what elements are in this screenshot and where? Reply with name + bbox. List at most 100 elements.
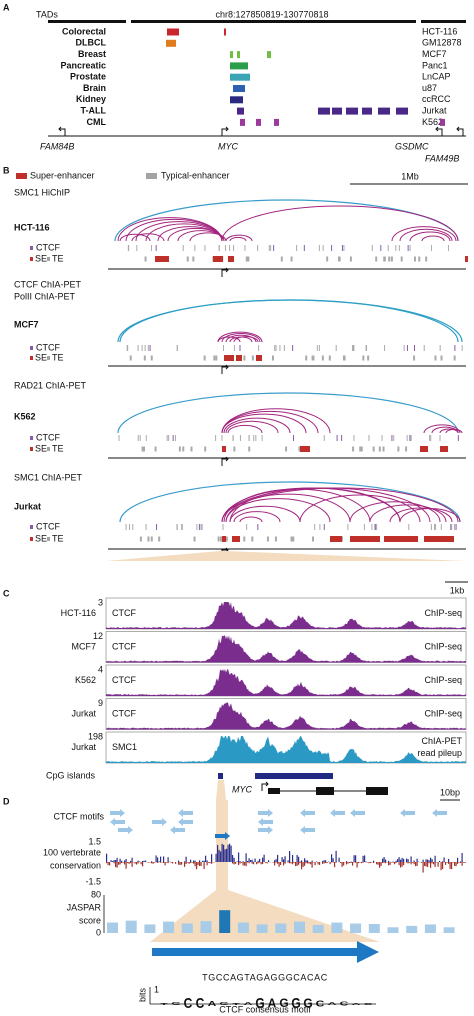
conservation-bar xyxy=(394,862,396,865)
conservation-bar xyxy=(425,862,427,867)
conservation-bar xyxy=(223,844,225,862)
conservation-bar xyxy=(406,858,408,862)
conservation-bar xyxy=(443,857,445,862)
jaspar-label: score xyxy=(79,915,101,925)
typical-enhancer xyxy=(266,536,269,542)
sequence: TGCCAGTAGAGGGCACAC xyxy=(202,972,328,982)
conservation-bar xyxy=(131,862,133,867)
conservation-bar xyxy=(200,862,202,867)
conservation-bar xyxy=(251,859,253,862)
conservation-bar xyxy=(395,862,397,864)
conservation-bar xyxy=(167,857,169,862)
typical-enhancer xyxy=(342,355,345,361)
conservation-bar xyxy=(446,862,448,863)
logo-letter: A xyxy=(328,1001,337,1006)
typical-enhancer xyxy=(434,355,437,361)
conservation-bar xyxy=(311,860,313,862)
tissue-label: Kidney xyxy=(76,94,106,104)
logo-letter: T xyxy=(160,1002,168,1005)
motif-arrow-large xyxy=(152,941,379,963)
super-enhancer xyxy=(224,355,234,361)
conservation-bar xyxy=(239,862,241,864)
conservation-bar xyxy=(434,855,436,862)
conservation-bar xyxy=(130,862,132,864)
zoom-region xyxy=(106,551,466,561)
conservation-bar xyxy=(331,854,333,862)
conservation-bar xyxy=(122,862,124,863)
conservation-bar xyxy=(346,862,348,865)
conservation-bar xyxy=(166,862,168,863)
factor-label: CTCF xyxy=(112,708,136,718)
conservation-bar xyxy=(217,844,219,862)
conservation-bar xyxy=(424,862,426,867)
conservation-bar xyxy=(383,862,385,863)
typical-enhancer xyxy=(154,446,157,452)
conservation-bar xyxy=(322,862,324,864)
conservation-bar xyxy=(314,862,316,866)
conservation-bar xyxy=(308,862,310,864)
conservation-bar xyxy=(340,862,342,864)
conservation-bar xyxy=(304,858,306,862)
conservation-bar xyxy=(277,862,279,864)
interaction-arc xyxy=(391,226,457,242)
conservation-bar xyxy=(398,862,400,866)
typical-enhancer xyxy=(203,355,206,361)
typical-enhancer xyxy=(372,446,375,452)
conservation-bar xyxy=(197,862,199,866)
se-swatch xyxy=(30,257,33,261)
interaction-arc xyxy=(221,413,307,434)
conservation-bar xyxy=(124,860,126,862)
logo-letter: C xyxy=(184,995,193,1011)
enhancer-region xyxy=(167,28,179,36)
conservation-bar xyxy=(362,855,364,862)
super-enhancer xyxy=(228,256,234,262)
conservation-bar xyxy=(451,862,453,870)
typical-enhancer xyxy=(143,355,146,361)
cpg-island xyxy=(255,773,333,779)
conservation-bar xyxy=(415,862,417,867)
conservation-bar xyxy=(280,862,282,865)
conservation-bar xyxy=(253,862,255,865)
typical-enhancer xyxy=(271,355,274,361)
ctcf-swatch xyxy=(30,246,33,250)
tad xyxy=(421,20,466,23)
conservation-bar xyxy=(437,862,439,867)
typical-enhancer xyxy=(139,536,142,542)
typical-enhancer xyxy=(338,256,341,262)
conservation-bar xyxy=(316,861,318,862)
conservation-bar xyxy=(238,862,240,866)
logo-letter: G xyxy=(255,995,264,1011)
motif-arrow xyxy=(110,818,125,826)
motif-arrow xyxy=(258,826,273,834)
panel-label: C xyxy=(3,588,10,598)
interaction-arc xyxy=(119,481,461,523)
typical-enhancer xyxy=(204,446,207,452)
conservation-bar xyxy=(145,860,147,862)
conservation-bar xyxy=(359,862,361,863)
conservation-bar xyxy=(427,862,429,867)
cpg-label: CpG islands xyxy=(46,770,96,780)
conservation-bar xyxy=(248,858,250,862)
conservation-bar xyxy=(401,862,403,867)
logo-letter: G xyxy=(219,1001,228,1006)
assay-label: RAD21 ChIA-PET xyxy=(14,380,87,390)
super-enhancer xyxy=(222,446,226,452)
conservation-bar xyxy=(109,862,111,866)
conservation-bar xyxy=(137,860,139,862)
typical-enhancer xyxy=(413,355,416,361)
conservation-bar xyxy=(382,862,384,863)
conservation-bar xyxy=(289,862,291,864)
interaction-arc xyxy=(225,334,257,343)
conservation-bar xyxy=(137,862,139,864)
conservation-bar xyxy=(440,862,442,871)
conservation-bar xyxy=(115,862,117,868)
cell-label: MCF7 xyxy=(14,319,39,329)
motif-arrow xyxy=(300,809,315,817)
conservation-bar xyxy=(257,862,259,864)
conservation-bar xyxy=(142,862,144,867)
conservation-bar xyxy=(356,862,358,868)
motif-arrow xyxy=(258,818,273,826)
conservation-bar xyxy=(329,862,331,865)
y-tick-label: 1.5 xyxy=(88,836,101,846)
conservation-bar xyxy=(361,862,363,864)
